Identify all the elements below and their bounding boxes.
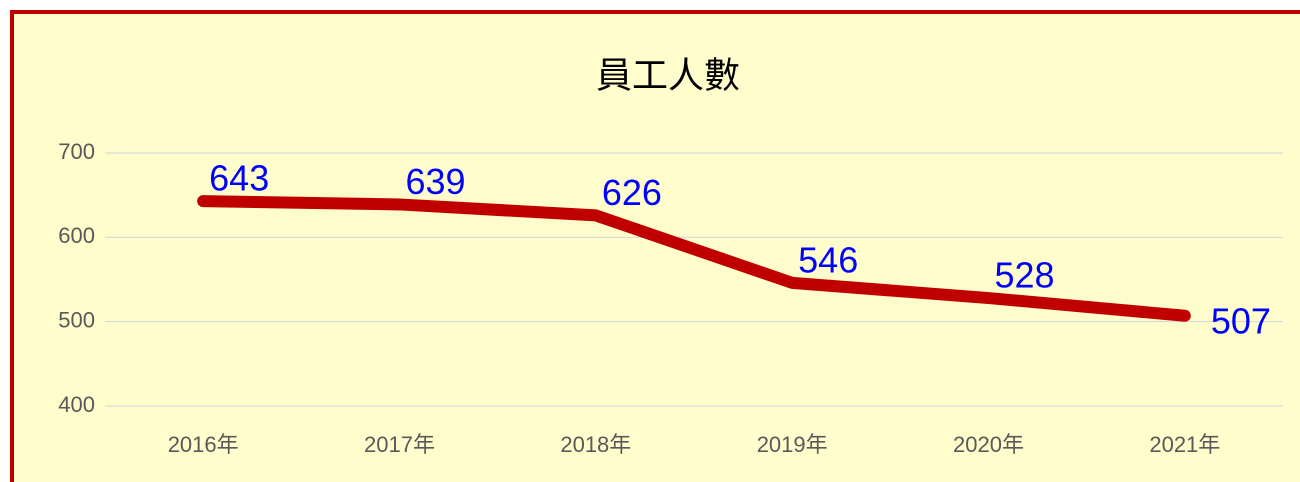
data-label: 528 — [995, 255, 1055, 296]
x-tick-label: 2017年 — [364, 432, 435, 457]
chart-title: 員工人數 — [596, 55, 740, 96]
data-label: 626 — [602, 172, 662, 213]
x-tick-label: 2019年 — [757, 432, 828, 457]
y-tick-label: 600 — [58, 223, 95, 248]
y-tick-label: 700 — [58, 139, 95, 164]
chart-background — [10, 10, 1300, 482]
data-label: 639 — [406, 161, 466, 202]
x-tick-label: 2018年 — [560, 432, 631, 457]
x-tick-label: 2021年 — [1149, 432, 1220, 457]
y-tick-label: 400 — [58, 392, 95, 417]
line — [197, 195, 1191, 322]
data-label: 643 — [209, 158, 269, 199]
x-tick-label: 2016年 — [168, 432, 239, 457]
x-tick-label: 2020年 — [953, 432, 1024, 457]
y-tick-label: 500 — [58, 307, 95, 332]
data-label: 546 — [798, 239, 858, 280]
data-label: 507 — [1211, 300, 1271, 341]
